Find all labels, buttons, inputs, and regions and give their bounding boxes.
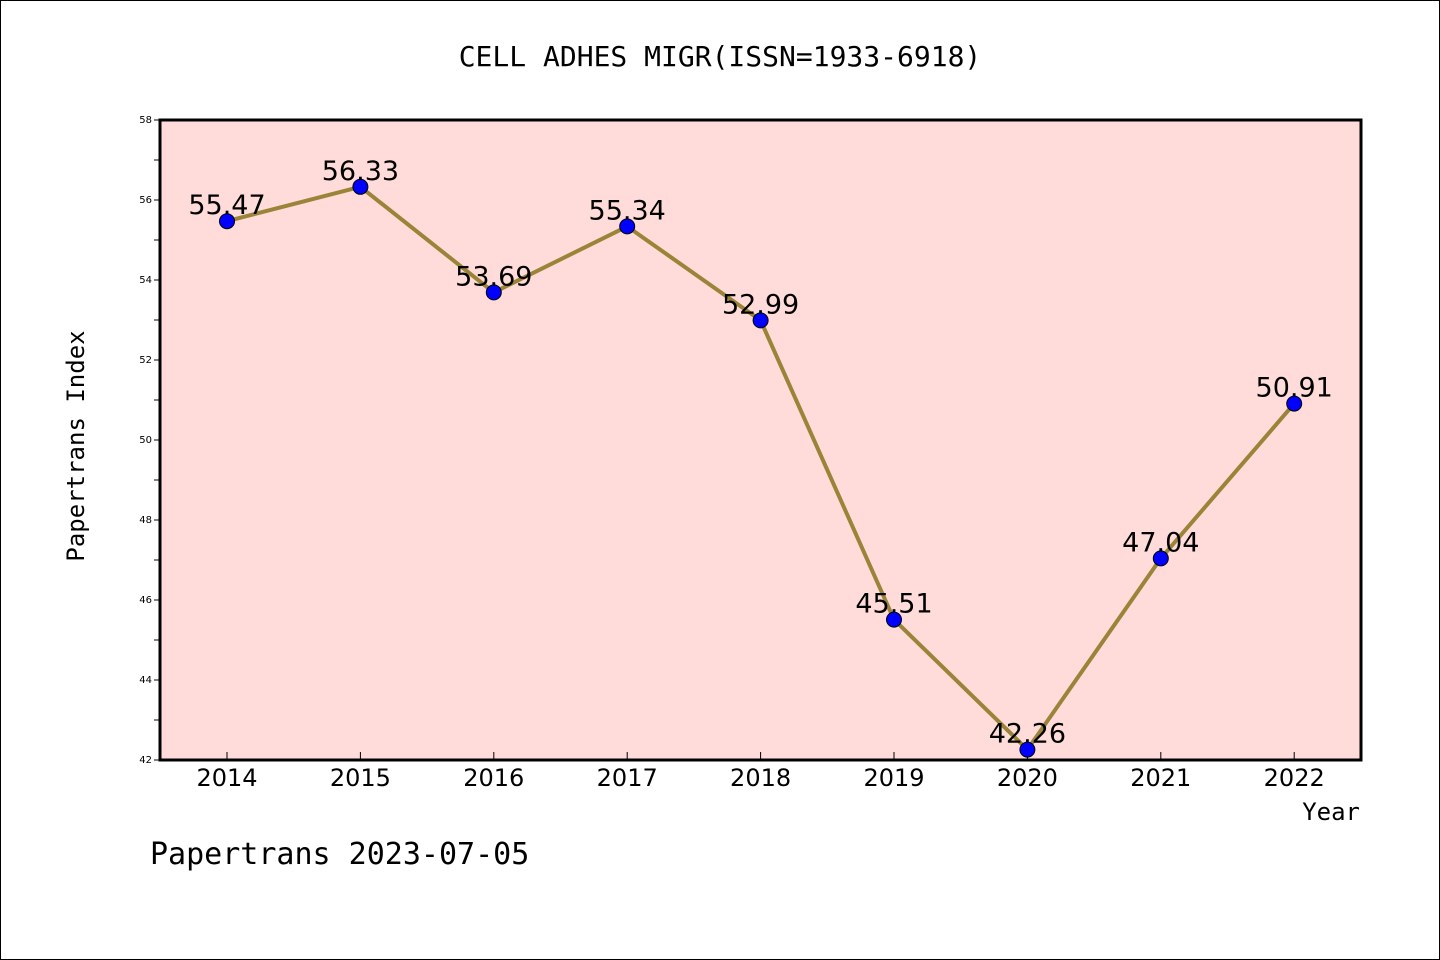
y-tick-label: 50 (139, 435, 152, 446)
data-point (1152, 550, 1169, 567)
x-tick-label: 2015 (330, 764, 391, 792)
y-axis: 42 44 46 48 50 52 54 56 58 (139, 115, 160, 766)
plot-area (160, 120, 1361, 760)
x-axis: 2014 2015 2016 2017 2018 2019 2020 2021 2022 (196, 752, 1325, 792)
y-tick-label: 46 (139, 595, 152, 606)
data-labels: 55.47 56.33 53.69 55.34 52.99 45.51 42.26 47.04… (188, 156, 1332, 750)
y-tick-label: 54 (139, 275, 152, 286)
data-label: 53.69 (455, 261, 532, 292)
data-point (219, 213, 235, 230)
x-tick-label: 2014 (196, 764, 257, 792)
y-tick-label: 48 (139, 515, 152, 526)
y-tick-label: 42 (139, 755, 152, 766)
x-tick-label: 2022 (1264, 764, 1325, 792)
footer-note: Papertrans 2023-07-05 (150, 837, 529, 872)
x-tick-label: 2018 (730, 764, 791, 792)
data-label: 55.47 (188, 190, 265, 221)
x-tick-label: 2020 (997, 764, 1058, 792)
x-tick-label: 2017 (597, 764, 658, 792)
y-tick-label: 58 (139, 115, 152, 126)
data-point (752, 312, 769, 329)
data-point (1286, 395, 1303, 412)
x-axis-label: Year (1302, 798, 1360, 826)
data-point (619, 218, 636, 235)
y-tick-label: 52 (139, 355, 152, 366)
data-label: 45.51 (855, 589, 932, 620)
data-label: 55.34 (589, 195, 666, 226)
data-point (485, 284, 502, 301)
x-tick-label: 2021 (1130, 764, 1191, 792)
data-label: 52.99 (722, 289, 799, 320)
data-label: 42.26 (989, 719, 1066, 750)
data-label: 56.33 (322, 156, 399, 187)
data-label: 50.91 (1256, 373, 1333, 404)
data-point (352, 178, 369, 195)
data-point (1019, 741, 1036, 758)
y-axis-label: Papertrans Index (62, 330, 90, 561)
plot-border (158, 118, 1363, 762)
data-label: 47.04 (1122, 527, 1199, 558)
x-tick-label: 2019 (863, 764, 924, 792)
y-tick-label: 44 (139, 675, 152, 686)
x-tick-label: 2016 (463, 764, 524, 792)
y-tick-label: 56 (139, 195, 152, 206)
data-points (219, 178, 1303, 758)
data-point (886, 611, 902, 628)
chart-title: CELL ADHES MIGR(ISSN=1933-6918) (459, 40, 982, 73)
